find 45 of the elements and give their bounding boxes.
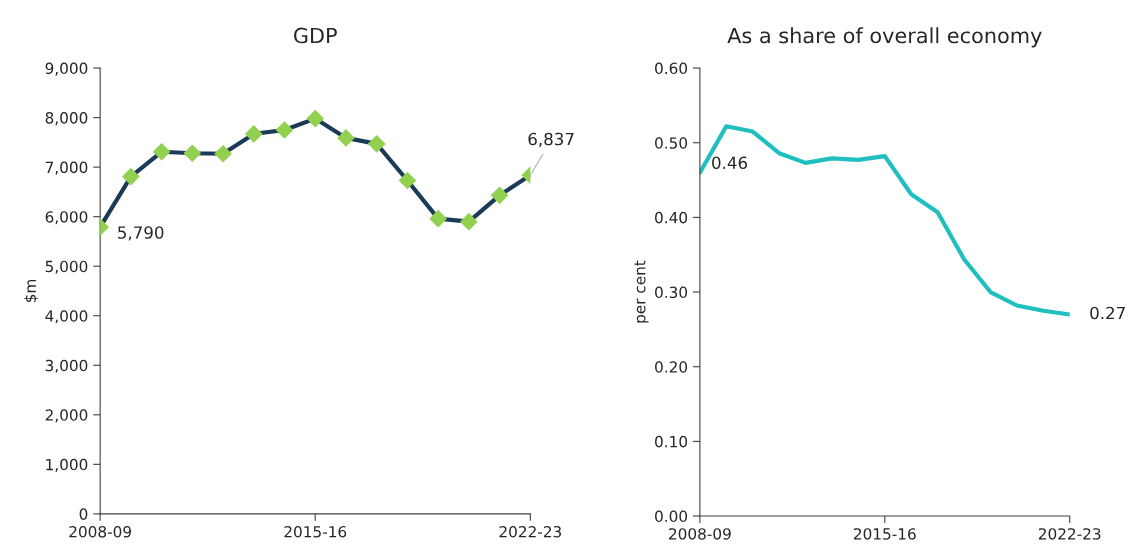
y-tick-label: 3,000 xyxy=(45,359,88,373)
chart-title: GDP xyxy=(294,27,337,44)
point xyxy=(491,186,509,204)
y-tick-label: 9,000 xyxy=(45,62,88,76)
point xyxy=(368,135,386,153)
y-tick-label: 0.30 xyxy=(655,286,688,299)
y-tick-label: 4,000 xyxy=(45,310,88,324)
y-tick-label: 0.60 xyxy=(655,62,688,75)
y-tick-label: 0.20 xyxy=(655,361,688,373)
y-tick-label: 7,000 xyxy=(45,161,88,175)
point xyxy=(214,145,232,163)
point xyxy=(398,171,416,190)
data-label: 0.27 xyxy=(1090,306,1125,320)
y-tick-label: 0.00 xyxy=(655,510,688,523)
x-tick-label: 2022-23 xyxy=(499,525,561,538)
data-label: 5,790 xyxy=(118,226,164,241)
point xyxy=(337,129,355,147)
x-tick-label: 2015-16 xyxy=(854,528,916,540)
data-label: 0.46 xyxy=(712,156,748,170)
y-tick-label: 5,000 xyxy=(45,260,88,274)
point xyxy=(153,143,171,161)
point xyxy=(429,210,447,228)
point xyxy=(245,125,263,143)
y-tick-label: 6,000 xyxy=(45,211,88,225)
x-tick-label: 2022-23 xyxy=(1038,528,1101,540)
y-axis-title: $m xyxy=(24,279,39,302)
y-tick-label: 0 xyxy=(79,508,88,520)
y-tick-label: 8,000 xyxy=(45,112,88,126)
point xyxy=(275,121,294,139)
x-tick-label: 2015-16 xyxy=(284,525,347,538)
line-series xyxy=(699,124,1070,317)
y-tick-label: 2,000 xyxy=(45,409,88,423)
y-tick-label: 0.10 xyxy=(655,435,688,448)
x-tick-label: 2008-09 xyxy=(669,528,731,540)
data-label: 6,837 xyxy=(528,132,574,148)
point xyxy=(183,144,201,162)
y-axis-title: per cent xyxy=(634,260,649,323)
y-tick-label: 1,000 xyxy=(46,458,88,472)
y-tick-label: 0.40 xyxy=(655,211,688,224)
point xyxy=(122,167,140,186)
chart-title: As a share of overall economy xyxy=(727,27,1042,48)
point xyxy=(306,110,324,128)
y-tick-label: 0.50 xyxy=(655,137,688,149)
point xyxy=(460,213,478,231)
x-tick-label: 2008-09 xyxy=(69,525,131,538)
